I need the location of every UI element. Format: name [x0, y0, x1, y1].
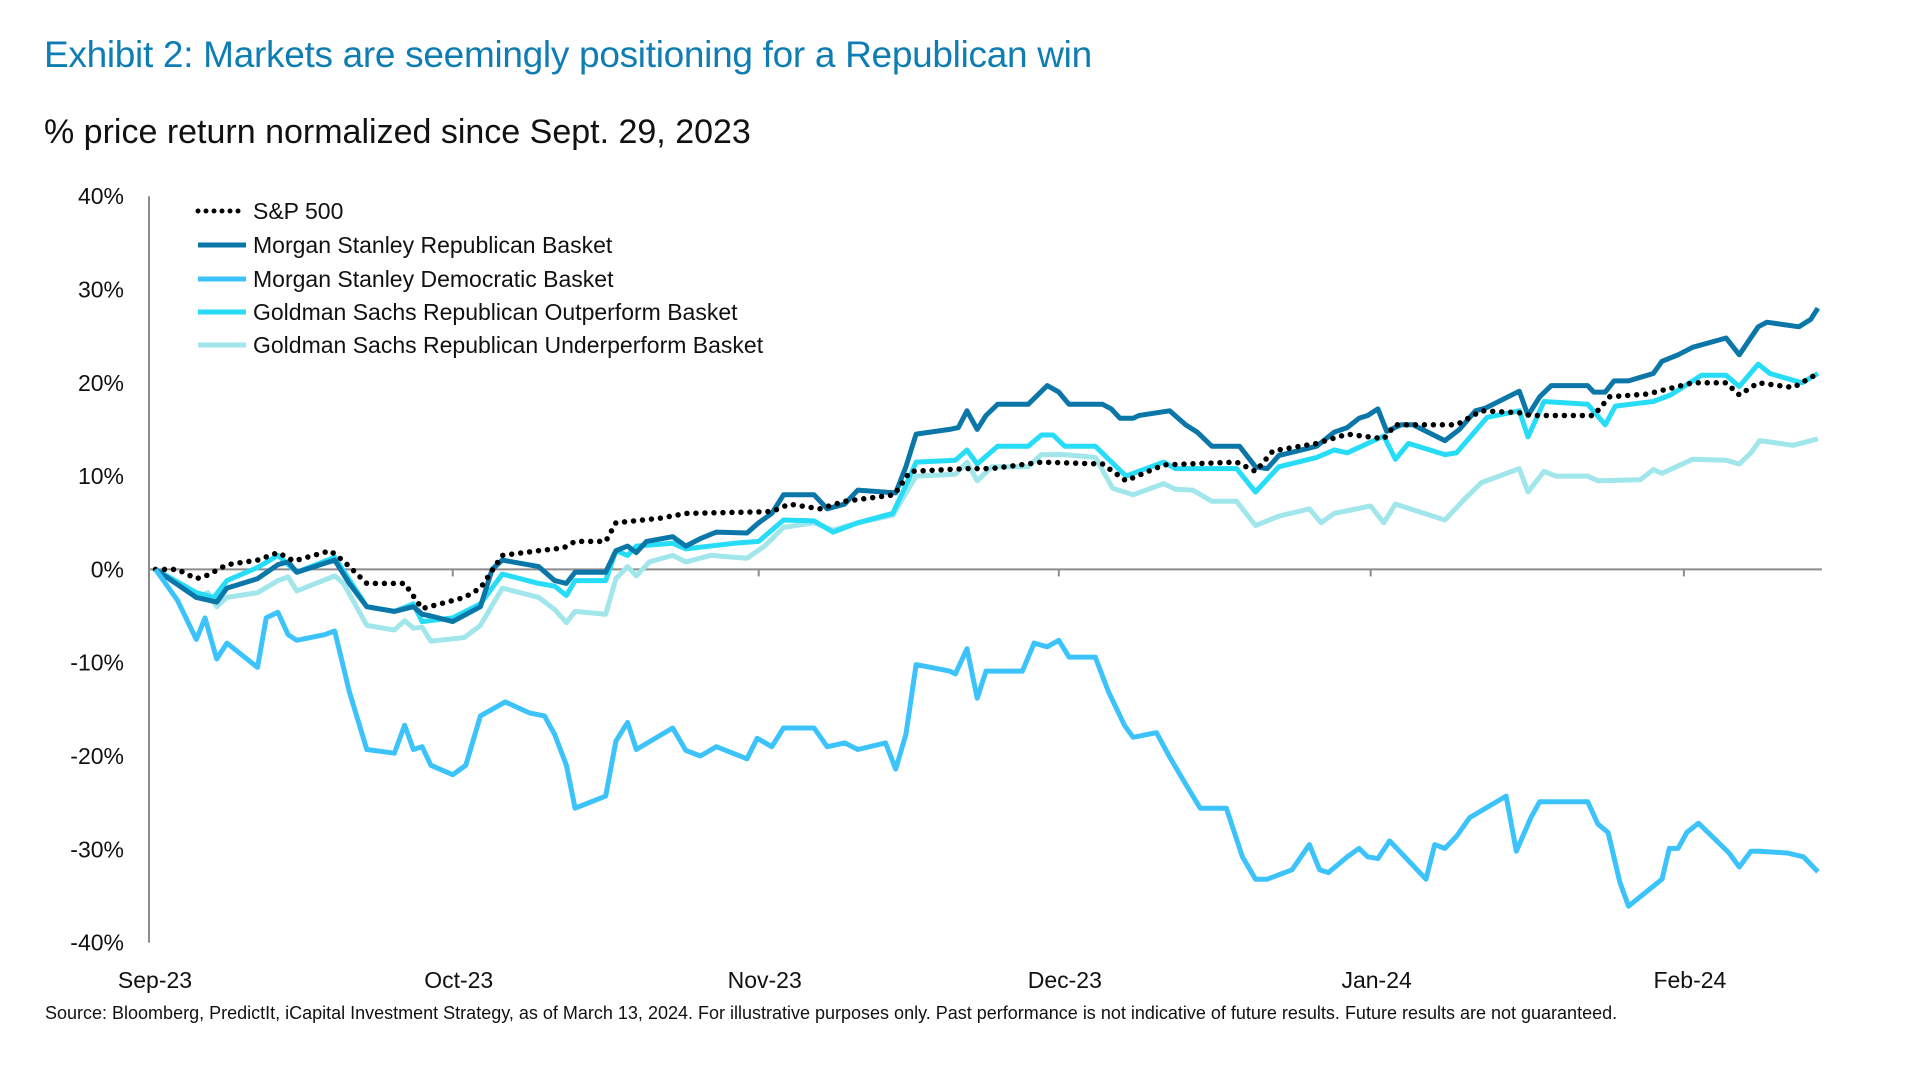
- x-tick-label: Jan-24: [1341, 967, 1412, 993]
- series-line-2: [153, 567, 1820, 909]
- legend-label: Morgan Stanley Democratic Basket: [253, 266, 614, 292]
- y-tick-label: 0%: [91, 556, 124, 582]
- legend-label: Morgan Stanley Republican Basket: [253, 232, 613, 258]
- y-tick-label: -10%: [70, 650, 124, 676]
- series-line-0: [152, 370, 1821, 612]
- y-tick-label: 30%: [78, 277, 124, 303]
- series-lines: [152, 306, 1821, 909]
- axes: 40% 30% 20% 10% 0% -10% -20% -30% -40% Sep-23 Oct-…: [70, 183, 1822, 993]
- source-note: Source: Bloomberg, PredictIt, iCapital I…: [45, 1003, 1618, 1023]
- x-tick-label: Nov-23: [728, 967, 802, 993]
- y-tick-label: 20%: [78, 370, 124, 396]
- x-tick-label: Dec-23: [1028, 967, 1102, 993]
- x-tick-label: Feb-24: [1653, 967, 1726, 993]
- legend: S&P 500 Morgan Stanley Republican Basket M…: [195, 198, 764, 358]
- y-tick-label: -30%: [70, 836, 124, 862]
- y-tick-label: 10%: [78, 463, 124, 489]
- chart-subtitle: % price return normalized since Sept. 29…: [44, 113, 751, 151]
- legend-label: Goldman Sachs Republican Underperform Ba…: [253, 332, 764, 358]
- x-tick-label: Oct-23: [424, 967, 493, 993]
- legend-label: S&P 500: [253, 198, 343, 224]
- chart-title: Exhibit 2: Markets are seemingly positio…: [44, 34, 1092, 75]
- x-tick-label: Sep-23: [118, 967, 192, 993]
- series-line-1: [154, 306, 1821, 625]
- legend-label: Goldman Sachs Republican Outperform Bask…: [253, 299, 738, 325]
- y-tick-label: -40%: [70, 930, 124, 956]
- y-tick-label: -20%: [70, 743, 124, 769]
- series-line-3: [154, 361, 1820, 625]
- y-tick-label: 40%: [78, 183, 124, 209]
